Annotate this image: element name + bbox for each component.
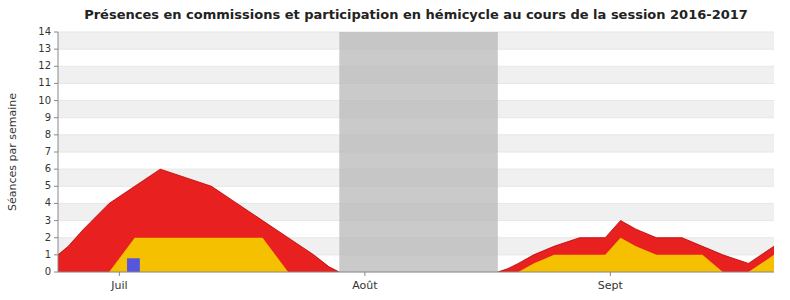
area bbox=[498, 238, 774, 272]
y-tick-label: 12 bbox=[38, 60, 51, 71]
y-tick bbox=[54, 237, 58, 238]
plot-area bbox=[58, 32, 774, 272]
grid bbox=[58, 32, 774, 272]
y-tick-label: 8 bbox=[45, 129, 51, 140]
y-tick bbox=[54, 32, 58, 33]
y-tick-label: 0 bbox=[45, 266, 51, 277]
y-tick-label: 3 bbox=[45, 215, 51, 226]
x-tick-label: Juil bbox=[110, 279, 127, 292]
y-tick bbox=[54, 100, 58, 101]
y-tick bbox=[54, 186, 58, 187]
y-tick bbox=[54, 220, 58, 221]
y-tick bbox=[54, 83, 58, 84]
area bbox=[498, 221, 774, 272]
y-tick bbox=[54, 152, 58, 153]
y-tick-label: 4 bbox=[45, 197, 51, 208]
period-span bbox=[339, 32, 498, 272]
y-axis-label: Séances par semaine bbox=[6, 93, 19, 211]
x-tick bbox=[364, 272, 365, 276]
x-tick bbox=[610, 272, 611, 276]
background bbox=[0, 0, 790, 300]
y-tick bbox=[54, 272, 58, 273]
y-tick bbox=[54, 49, 58, 50]
x-tick-label: Sept bbox=[598, 279, 624, 292]
y-tick-label: 1 bbox=[45, 249, 51, 260]
y-tick bbox=[54, 169, 58, 170]
y-tick-label: 13 bbox=[38, 43, 51, 54]
y-tick bbox=[54, 203, 58, 204]
y-tick-label: 10 bbox=[38, 95, 51, 106]
y-tick-label: 5 bbox=[45, 180, 51, 191]
area-outline bbox=[58, 169, 339, 272]
y-tick-label: 7 bbox=[45, 146, 51, 157]
area bbox=[58, 169, 339, 272]
axes: 01234567891011121314JuilAoûtSept bbox=[38, 26, 774, 292]
y-tick bbox=[54, 117, 58, 118]
x-axis-line bbox=[58, 272, 774, 273]
y-tick-label: 11 bbox=[38, 77, 51, 88]
y-tick-label: 2 bbox=[45, 232, 51, 243]
y-tick-label: 9 bbox=[45, 112, 51, 123]
y-tick-label: 14 bbox=[38, 26, 51, 37]
chart: 01234567891011121314JuilAoûtSeptSéances … bbox=[0, 0, 790, 300]
x-tick-label: Août bbox=[352, 279, 378, 292]
bar bbox=[127, 258, 140, 272]
y-tick-label: 6 bbox=[45, 163, 51, 174]
y-tick bbox=[54, 254, 58, 255]
x-tick bbox=[119, 272, 120, 276]
area bbox=[58, 238, 339, 272]
title: Présences en commissions et participatio… bbox=[84, 7, 748, 22]
y-tick bbox=[54, 134, 58, 135]
grid-line bbox=[58, 272, 774, 273]
area-outline bbox=[498, 221, 774, 272]
y-tick bbox=[54, 66, 58, 67]
